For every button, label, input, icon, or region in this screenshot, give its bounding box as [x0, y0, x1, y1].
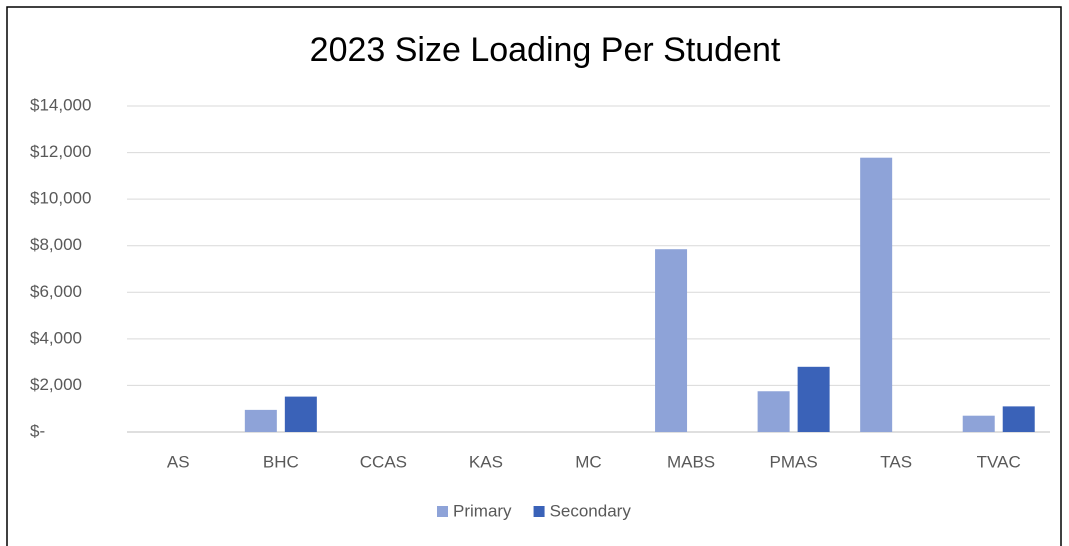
y-tick-label: $12,000	[30, 142, 91, 161]
bar	[1002, 406, 1035, 432]
bar	[860, 157, 893, 433]
y-tick-label: $14,000	[30, 95, 91, 114]
x-tick-label: TVAC	[977, 452, 1021, 471]
chart-title: 2023 Size Loading Per Student	[310, 31, 781, 69]
y-tick-label: $-	[30, 421, 45, 440]
x-tick-label: KAS	[469, 452, 503, 471]
x-tick-label: BHC	[263, 452, 299, 471]
x-tick-label: TAS	[880, 452, 912, 471]
bar	[797, 366, 830, 432]
x-tick-label: PMAS	[770, 452, 818, 471]
legend-label: Secondary	[550, 501, 632, 520]
x-tick-label: CCAS	[360, 452, 407, 471]
bar	[655, 249, 688, 432]
x-tick-label: MABS	[667, 452, 715, 471]
y-tick-label: $6,000	[30, 282, 82, 301]
x-tick-label: AS	[167, 452, 190, 471]
legend-swatch	[533, 506, 545, 517]
legend-label: Primary	[453, 501, 512, 520]
x-tick-label: MC	[575, 452, 601, 471]
bar	[244, 409, 277, 432]
legend-swatch	[437, 506, 448, 517]
y-tick-label: $2,000	[30, 375, 82, 394]
bar	[962, 415, 995, 432]
bar	[757, 391, 790, 432]
bar	[284, 396, 317, 432]
y-tick-label: $8,000	[30, 235, 82, 254]
y-tick-label: $10,000	[30, 189, 91, 208]
y-tick-label: $4,000	[30, 328, 82, 347]
